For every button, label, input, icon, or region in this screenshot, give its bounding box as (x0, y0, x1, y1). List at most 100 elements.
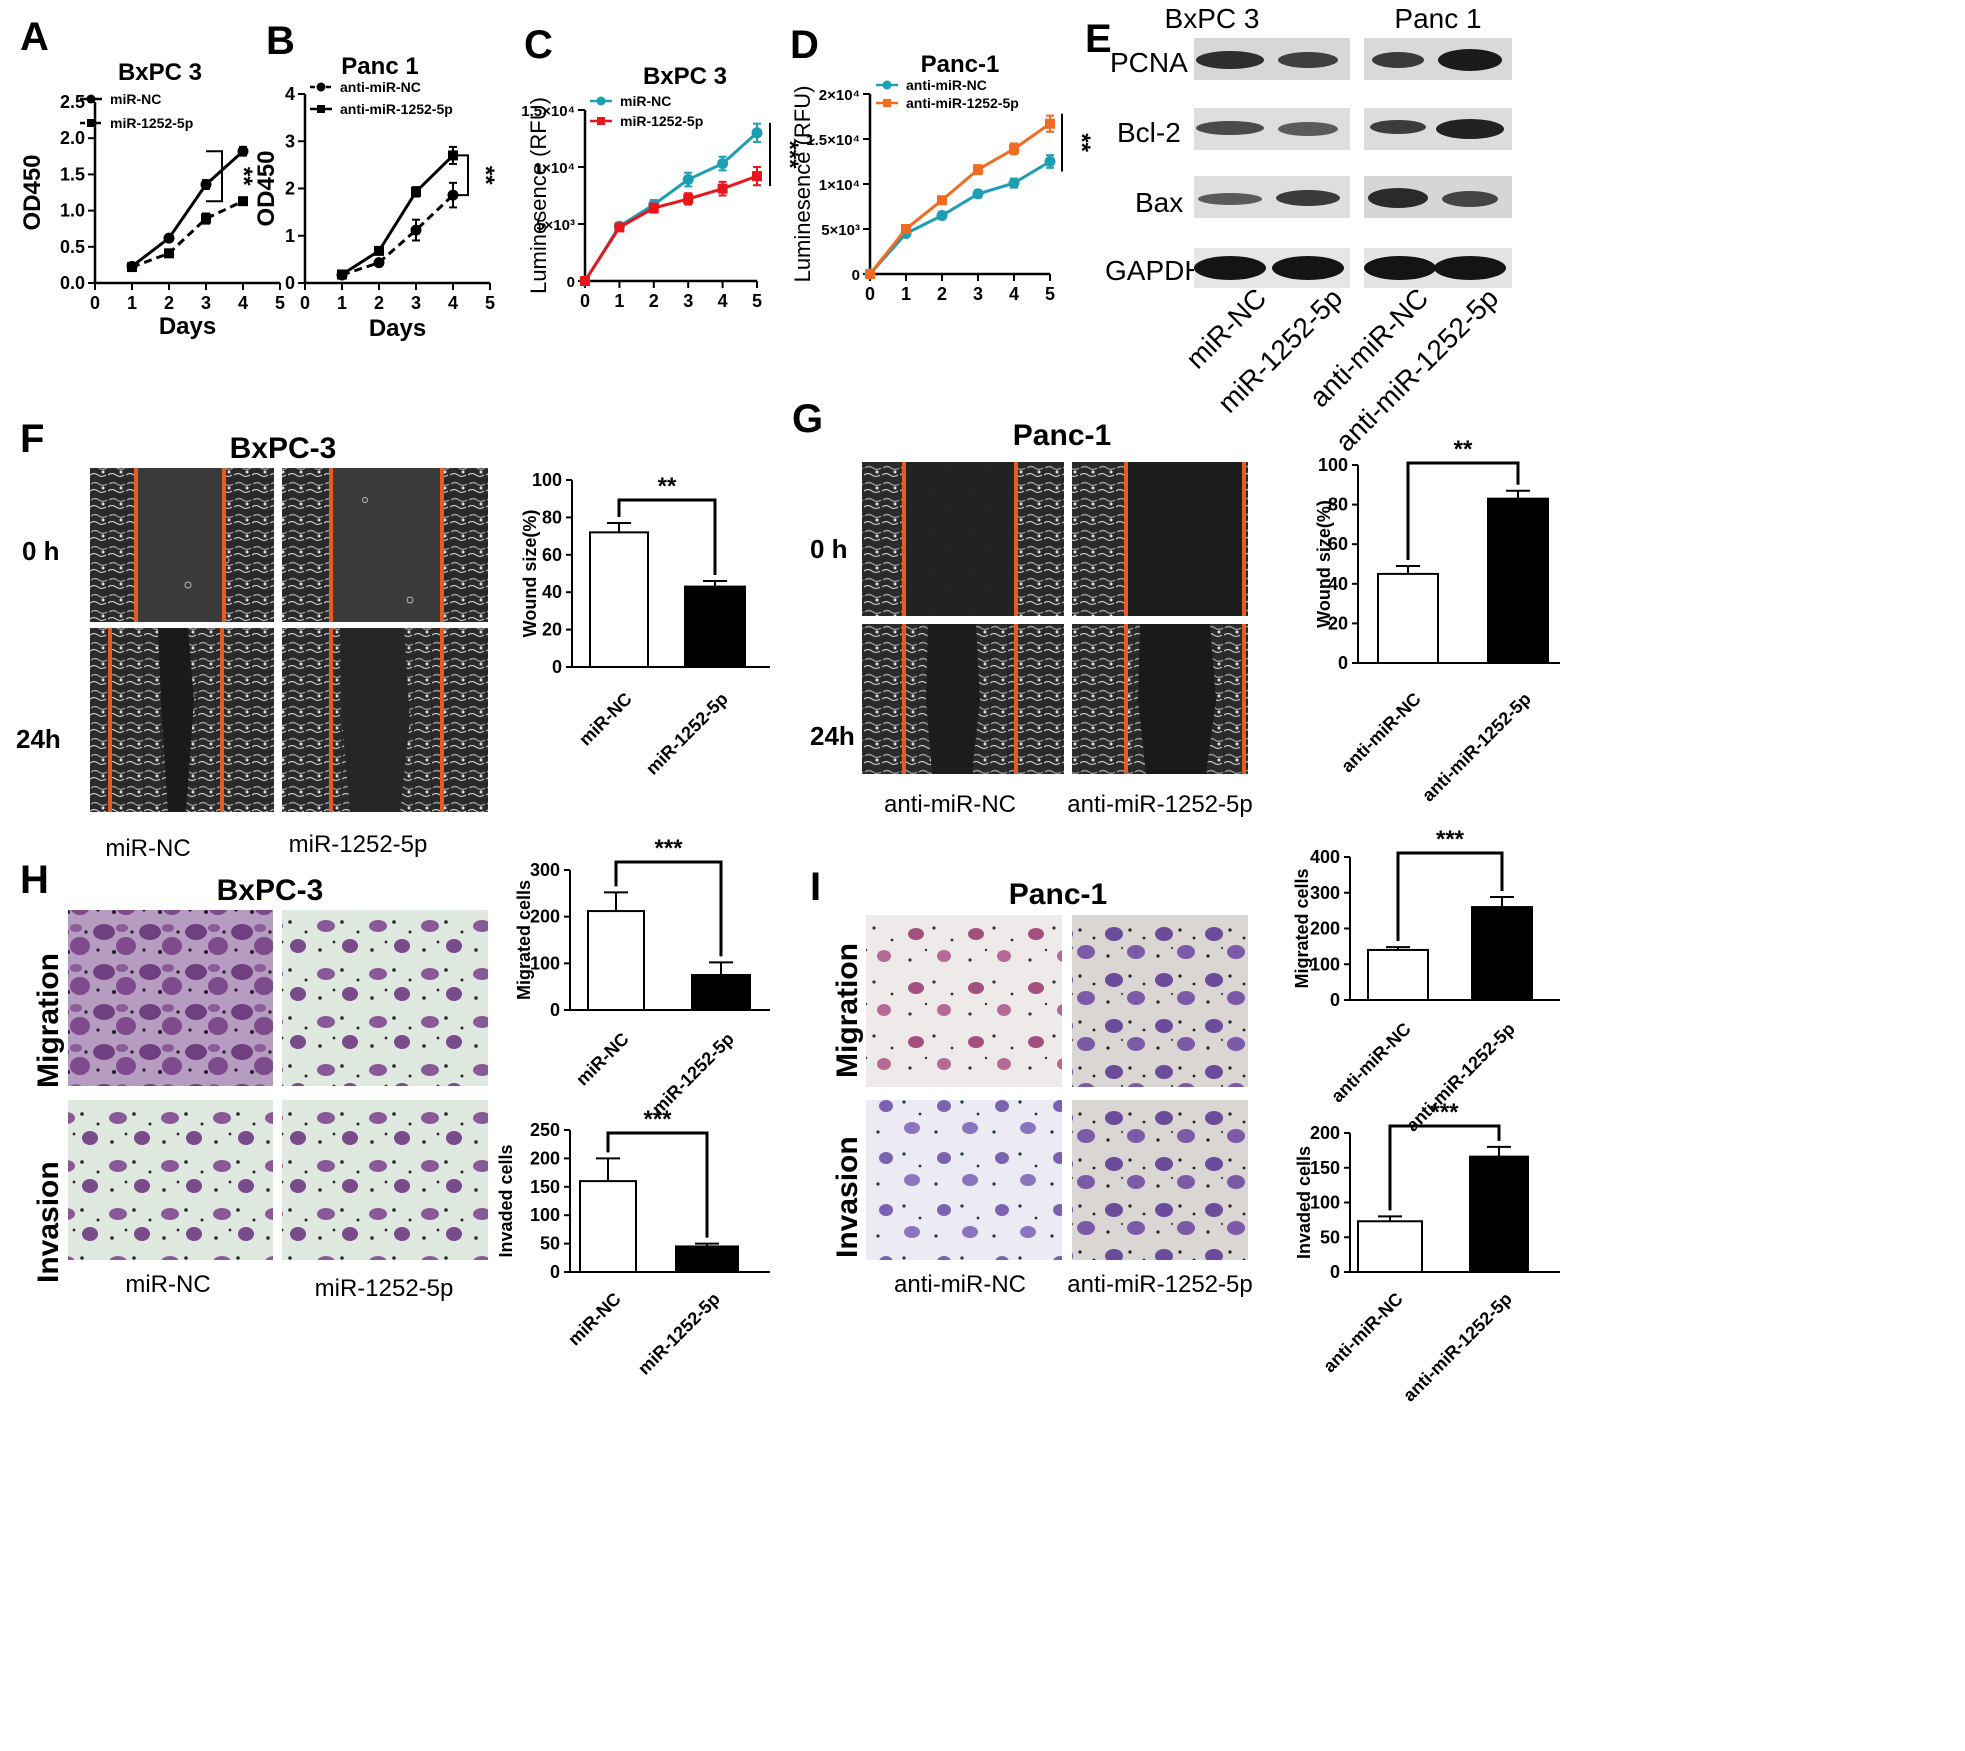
data-point (163, 232, 175, 244)
significance-bracket (617, 498, 717, 575)
legend-entry: anti-miR-NC (340, 79, 421, 95)
wound-images-panc1: Panc-1 0 h 24h anti-miR-NC anti- (810, 419, 1253, 818)
bar (579, 1180, 637, 1273)
bar (587, 910, 645, 1011)
legend-entry: miR-NC (110, 91, 161, 107)
significance-label: ** (230, 167, 257, 186)
x-category-label: miR-NC (564, 1289, 625, 1350)
legend-marker (883, 99, 891, 107)
transwell-images-panc1: Panc-1 Migration Invasion anti-miR-NC an… (831, 878, 1253, 1298)
data-point (201, 213, 211, 224)
blot-row-label-bcl2: Bcl-2 (1117, 117, 1181, 148)
y-tick-label: 20 (542, 620, 562, 640)
wound-image-panc1-antimirnc-0h (862, 462, 1064, 616)
panel-h-caption-mir-nc: miR-NC (125, 1271, 210, 1298)
x-tick-label: 1 (614, 291, 624, 311)
y-tick-label: 150 (530, 1177, 560, 1197)
transwell-images-bxpc3: BxPC-3 Migration Invasion miR-NC miR-125… (32, 874, 488, 1302)
series-line (341, 154, 455, 276)
x-category-label: anti-miR-NC (1319, 1289, 1407, 1377)
y-tick-label: 100 (1318, 455, 1348, 475)
panel-label-e: E (1085, 17, 1112, 61)
blot-strip-gapdh (1194, 248, 1512, 288)
chart-b-proliferation-panc1: Panc 10 1 2 3 4 501234OD450Daysanti-miR-NCant… (253, 53, 499, 342)
data-point (410, 224, 422, 236)
panel-g-caption-anti-mir-nc: anti-miR-NC (884, 791, 1016, 818)
chart-a-proliferation-bxpc3: BxPC 3 0 1 2 3 4 5 0.0 0.5 1.0 1.5 2.0 2.5 OD450 Days m… (19, 59, 285, 340)
panel-label-i: I (810, 865, 821, 909)
y-tick-label: 2.0 (60, 128, 85, 148)
blot-col-header-panc1: Panc 1 (1394, 3, 1481, 34)
chart-c-luminescence-bxpc3: BxPC 3 0 1 2 3 4 5 0 5×10³ 1×10⁴ 1.5×10⁴Luminesenc… (521, 63, 803, 311)
y-tick-label: 100 (530, 1205, 560, 1225)
data-point (972, 188, 984, 200)
y-tick-label: 3 (285, 131, 295, 151)
significance-label: *** (1436, 826, 1465, 853)
x-category-label: miR-1252-5p (642, 689, 732, 779)
transwell-image-bxpc3-mirnc-invasion (68, 1100, 273, 1260)
legend-marker (597, 117, 605, 125)
y-tick-label: 1.5×10⁴ (521, 103, 575, 120)
data-point (448, 150, 458, 161)
data-point (127, 262, 137, 273)
legend-marker (86, 94, 96, 104)
significance-bracket (1406, 461, 1520, 560)
y-tick-label: 0 (285, 273, 295, 293)
y-tick-label: 300 (530, 860, 560, 880)
y-tick-label: 50 (540, 1234, 560, 1254)
chart-f-wound-size-bxpc3: 0 20 40 60 80 100 Wound size(%) miR-NC miR-1252-… (520, 470, 770, 779)
significance-label: ** (1454, 436, 1473, 463)
data-point (683, 193, 694, 204)
panel-f-row-label-0h: 0 h (22, 536, 60, 566)
legend-entry: anti-miR-NC (906, 77, 987, 93)
significance-bracket (1396, 851, 1504, 942)
y-tick-label: 4 (285, 84, 295, 104)
blot-row-label-gapdh: GAPDH (1105, 255, 1205, 286)
x-tick-label: 3 (973, 284, 983, 304)
data-point (447, 189, 459, 201)
x-tick-label: 4 (238, 293, 248, 313)
y-tick-label: 200 (1310, 1123, 1340, 1143)
panel-label-d: D (790, 23, 819, 67)
blot-row-label-pcna: PCNA (1110, 47, 1188, 78)
x-axis-label: Days (369, 315, 426, 342)
y-tick-label: 80 (542, 507, 562, 527)
blot-col-header-bxpc3: BxPC 3 (1165, 3, 1260, 34)
panel-label-f: F (20, 417, 44, 461)
blot-row-label-bax: Bax (1135, 187, 1183, 218)
y-tick-label: 100 (530, 953, 560, 973)
legend-marker (882, 80, 892, 90)
y-tick-label: 200 (1310, 919, 1340, 939)
data-point (1045, 118, 1055, 129)
y-axis-label: Wound size(%) (1314, 500, 1334, 628)
x-tick-label: 0 (300, 293, 310, 313)
transwell-image-panc1-antimirnc-migration (866, 915, 1062, 1087)
x-tick-label: 5 (485, 293, 495, 313)
panel-i-caption-anti-mir-nc: anti-miR-NC (894, 1271, 1026, 1298)
panel-label-a: A (20, 15, 49, 59)
wound-image-bxpc3-mirnc-24h (90, 628, 274, 812)
panel-g-row-label-0h: 0 h (810, 534, 848, 564)
x-category-label: miR-NC (572, 1029, 633, 1090)
x-tick-label: 5 (1045, 284, 1055, 304)
x-tick-label: 2 (649, 291, 659, 311)
significance-bracket (206, 150, 223, 203)
y-tick-label: 250 (530, 1120, 560, 1140)
series-line (868, 160, 1051, 275)
y-tick-label: 1.0 (60, 201, 85, 221)
legend-entry: anti-miR-1252-5p (340, 101, 453, 117)
data-point (648, 203, 659, 214)
series-line (131, 150, 245, 268)
y-axis-label: Migrated cells (1292, 868, 1312, 988)
y-axis-label: Invaded cells (1294, 1146, 1314, 1259)
data-point (682, 174, 694, 186)
series-line (583, 174, 758, 282)
y-tick-label: 1 (285, 226, 295, 246)
bar (1487, 497, 1549, 664)
y-tick-label: 0 (1338, 653, 1348, 673)
y-tick-label: 5×10³ (821, 222, 860, 239)
transwell-image-bxpc3-mir1252-migration (282, 910, 488, 1086)
y-axis-label: Wound size(%) (520, 510, 540, 638)
wound-image-bxpc3-mir1252-24h (282, 628, 488, 812)
